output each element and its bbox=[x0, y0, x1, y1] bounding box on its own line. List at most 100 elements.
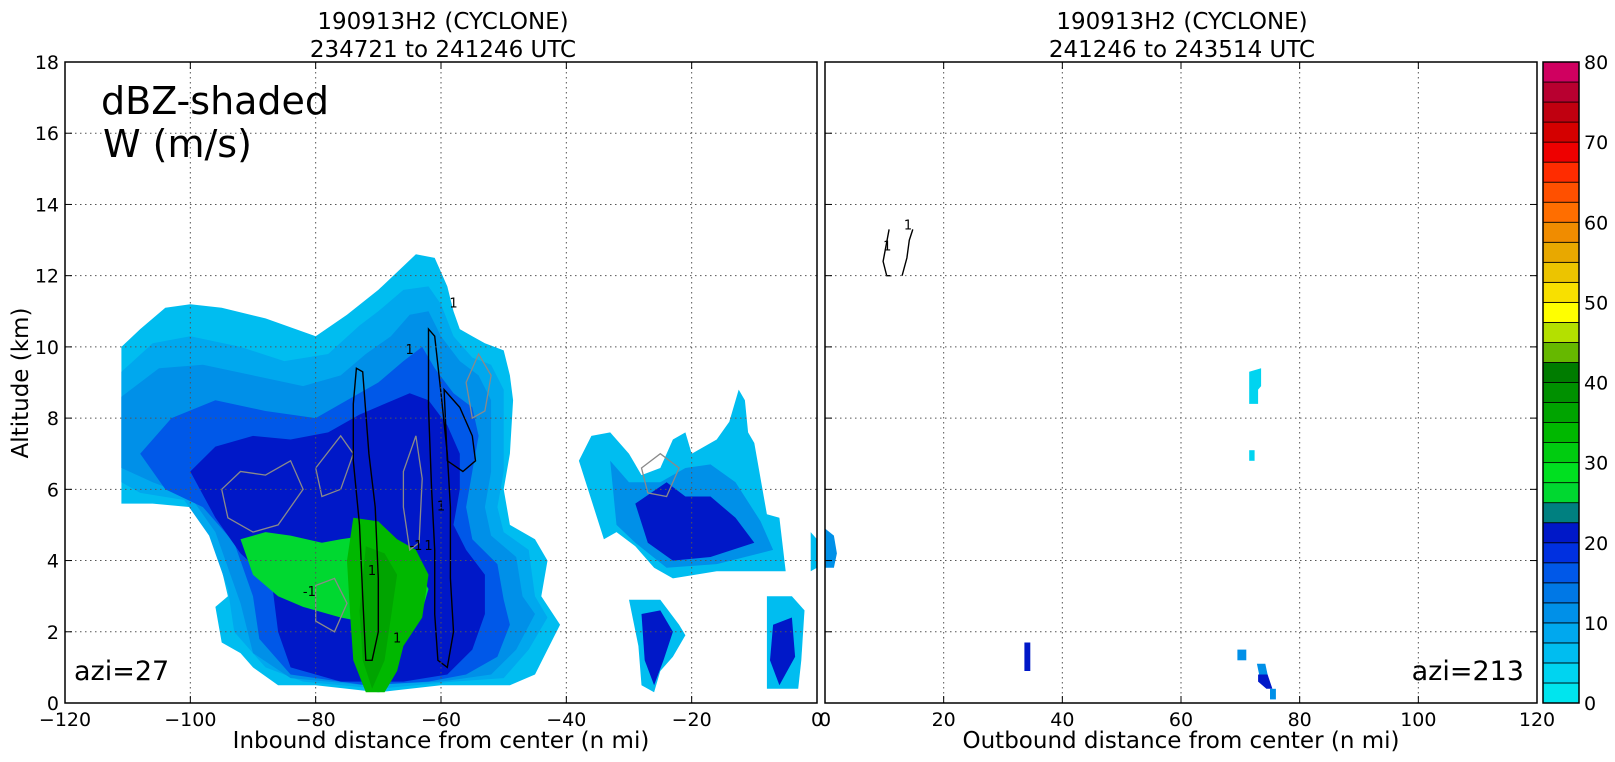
colorbar-swatch-15 bbox=[1542, 382, 1580, 403]
left-x-tick-label-1: −100 bbox=[164, 709, 216, 731]
left-azimuth-label: azi=27 bbox=[74, 656, 169, 687]
colorbar-tick-label-6: 60 bbox=[1584, 212, 1608, 234]
left-w-contour-gray-1 bbox=[315, 434, 355, 498]
colorbar-swatch-16 bbox=[1542, 362, 1580, 383]
y-tick-label-9: 18 bbox=[35, 52, 59, 74]
colorbar-swatch-23 bbox=[1542, 221, 1580, 243]
left-x-tick-label-3: −60 bbox=[421, 709, 461, 731]
right-w-contour-0 bbox=[901, 229, 914, 276]
right-x-tick-label-4: 80 bbox=[1288, 709, 1312, 731]
right-reflectivity-region-0 bbox=[1249, 368, 1262, 404]
colorbar-swatch-28 bbox=[1542, 121, 1580, 143]
right-reflectivity-region-1 bbox=[1249, 450, 1255, 461]
left-reflectivity-region-12 bbox=[641, 610, 673, 686]
left-contour-label-neg-1: -1 bbox=[409, 539, 422, 554]
colorbar-tick-label-0: 0 bbox=[1584, 693, 1596, 715]
colorbar-swatch-7 bbox=[1542, 542, 1580, 564]
colorbar-tick-label-8: 80 bbox=[1584, 52, 1608, 74]
right-w-contour-1 bbox=[882, 229, 892, 277]
colorbar-swatch-24 bbox=[1542, 201, 1580, 223]
y-tick-label-4: 8 bbox=[47, 408, 59, 430]
left-w-contour-gray-5 bbox=[640, 452, 680, 498]
colorbar-tick-label-1: 10 bbox=[1584, 613, 1608, 635]
y-axis-label: Altitude (km) bbox=[8, 308, 34, 459]
left-x-tick-label-4: −40 bbox=[546, 709, 586, 731]
right-contour-label-1: 1 bbox=[904, 218, 912, 233]
right-panel-outbound: 190913H2 (CYCLONE) 241246 to 243514 UTC … bbox=[819, 9, 1555, 754]
left-w-contour-2 bbox=[443, 387, 477, 473]
colorbar-tick-label-4: 40 bbox=[1584, 373, 1608, 395]
left-contour-label-4: 1 bbox=[393, 631, 401, 646]
left-contour-label-1: 1 bbox=[368, 564, 376, 579]
right-reflectivity-region-6 bbox=[1258, 674, 1273, 689]
left-x-tick-label-0: −120 bbox=[39, 709, 91, 731]
colorbar-swatch-18 bbox=[1542, 322, 1580, 343]
right-plot-area: 11 bbox=[825, 61, 1537, 704]
right-reflectivity-region-4 bbox=[1237, 649, 1247, 661]
colorbar-swatch-31 bbox=[1542, 61, 1580, 83]
right-x-axis-label: Outbound distance from center (n mi) bbox=[963, 728, 1400, 754]
left-contour-label-neg-0: -1 bbox=[303, 585, 316, 600]
y-tick-label-0: 0 bbox=[47, 693, 59, 715]
colorbar-swatch-12 bbox=[1542, 442, 1580, 464]
colorbar-tick-label-5: 50 bbox=[1584, 292, 1608, 314]
right-x-axis-ticks: 0 20 40 60 80 100 120 bbox=[819, 62, 1555, 731]
colorbar-swatch-29 bbox=[1542, 101, 1580, 123]
left-contour-label-5: 1 bbox=[406, 343, 414, 358]
colorbar-swatch-20 bbox=[1542, 281, 1580, 303]
colorbar-swatch-4 bbox=[1542, 602, 1580, 624]
colorbar-tick-label-2: 20 bbox=[1584, 533, 1608, 555]
left-reflectivity-region-15 bbox=[810, 532, 817, 572]
left-w-contour-1 bbox=[427, 327, 455, 669]
left-reflectivity-region-14 bbox=[770, 617, 796, 686]
left-y-axis-ticks: 0 2 4 6 8 10 12 14 16 18 bbox=[35, 52, 72, 715]
colorbar-swatch-2 bbox=[1542, 642, 1580, 664]
colorbar-swatch-21 bbox=[1542, 261, 1580, 283]
right-x-tick-label-0: 0 bbox=[819, 709, 831, 731]
colorbar-swatch-1 bbox=[1542, 662, 1580, 684]
y-tick-label-7: 14 bbox=[35, 194, 59, 216]
colorbar-swatch-13 bbox=[1542, 422, 1580, 443]
left-x-tick-label-6: 0 bbox=[811, 709, 823, 731]
colorbar-swatch-6 bbox=[1542, 562, 1580, 584]
left-w-contour-gray-0 bbox=[220, 459, 304, 533]
right-reflectivity-region-2 bbox=[825, 528, 837, 568]
left-reflectivity-region-10 bbox=[635, 482, 755, 561]
y-tick-label-6: 12 bbox=[35, 266, 59, 288]
colorbar-swatch-22 bbox=[1542, 241, 1580, 263]
y-tick-label-1: 2 bbox=[47, 622, 59, 644]
colorbar-swatch-25 bbox=[1542, 181, 1580, 203]
left-x-axis-ticks: −120 −100 −80 −60 −40 −20 0 bbox=[39, 62, 823, 731]
y-tick-label-5: 10 bbox=[35, 337, 59, 359]
left-contour-label-0: 1 bbox=[449, 297, 457, 312]
colorbar-swatch-30 bbox=[1542, 81, 1580, 103]
right-reflectivity-region-7 bbox=[1270, 688, 1276, 700]
colorbar-swatch-17 bbox=[1542, 342, 1580, 363]
colorbar-swatch-14 bbox=[1542, 402, 1580, 423]
colorbar-swatch-5 bbox=[1542, 582, 1580, 604]
y-tick-label-8: 16 bbox=[35, 123, 59, 145]
colorbar-swatch-19 bbox=[1542, 301, 1580, 323]
colorbar-tick-label-7: 70 bbox=[1584, 132, 1608, 154]
right-contour-label-0: 1 bbox=[883, 240, 891, 255]
colorbar-swatch-8 bbox=[1542, 522, 1580, 544]
right-x-tick-label-1: 20 bbox=[932, 709, 956, 731]
colorbar-swatch-26 bbox=[1542, 161, 1580, 183]
left-panel-title-line1: 190913H2 (CYCLONE) bbox=[317, 9, 568, 35]
colorbar-frame bbox=[1542, 61, 1580, 704]
y-tick-label-3: 6 bbox=[47, 479, 59, 501]
colorbar-swatch-27 bbox=[1542, 141, 1580, 163]
right-x-tick-label-2: 40 bbox=[1050, 709, 1074, 731]
left-panel-title-line2: 234721 to 241246 UTC bbox=[310, 37, 576, 63]
left-w-contour-0 bbox=[352, 367, 379, 661]
right-panel-title-line2: 241246 to 243514 UTC bbox=[1049, 37, 1315, 63]
right-x-tick-label-6: 120 bbox=[1519, 709, 1555, 731]
left-w-contour-gray-4 bbox=[315, 577, 348, 633]
colorbar-swatch-3 bbox=[1542, 622, 1580, 644]
right-x-tick-label-3: 60 bbox=[1169, 709, 1193, 731]
colorbar-swatch-11 bbox=[1542, 462, 1580, 484]
field-annotation-line1: dBZ-shaded bbox=[101, 79, 329, 123]
left-x-tick-label-2: −80 bbox=[296, 709, 336, 731]
